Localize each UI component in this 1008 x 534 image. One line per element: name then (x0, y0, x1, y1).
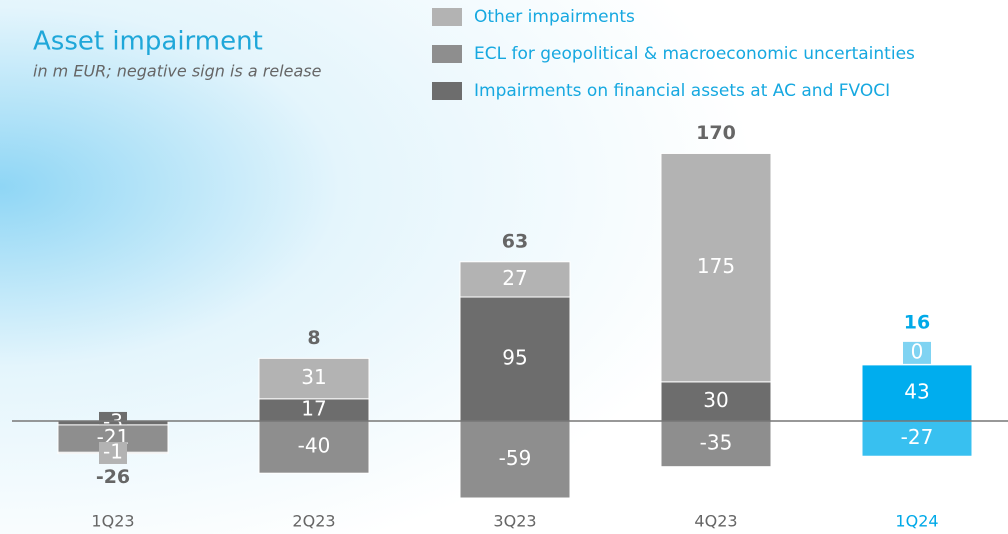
total-label: -26 (96, 466, 130, 488)
x-tick-label: 3Q23 (493, 512, 536, 531)
value-label: -40 (298, 434, 331, 458)
bar-segment (459, 296, 571, 422)
legend-label: ECL for geopolitical & macroeconomic unc… (474, 44, 915, 64)
bar-segment (861, 364, 973, 422)
legend-swatch (432, 82, 462, 100)
value-label: 27 (502, 266, 527, 290)
value-label: 31 (301, 365, 326, 389)
legend-swatch (432, 45, 462, 63)
chart-subtitle: in m EUR; negative sign is a release (33, 62, 322, 81)
bar-segment (660, 420, 772, 468)
value-label: -1 (103, 439, 123, 463)
bar-segment (660, 381, 772, 422)
value-label: 0 (911, 339, 924, 363)
value-label: -35 (700, 430, 733, 454)
total-label: 170 (696, 122, 736, 144)
label-box (903, 341, 931, 364)
x-tick-label: 1Q23 (91, 512, 134, 531)
legend-swatch (432, 8, 462, 26)
legend-label: Other impairments (474, 7, 635, 27)
total-label: 8 (307, 327, 320, 349)
x-tick-label: 4Q23 (694, 512, 737, 531)
value-label: 95 (502, 346, 527, 370)
bar-segment (258, 420, 370, 474)
bar-segment (459, 420, 571, 499)
bar-segment (459, 261, 571, 298)
bar-segment (861, 420, 973, 457)
bar-segment (258, 357, 370, 400)
total-label: 63 (502, 230, 528, 252)
legend-label: Impairments on financial assets at AC an… (474, 81, 890, 101)
value-label: 30 (703, 388, 728, 412)
value-label: 17 (301, 396, 326, 420)
x-tick-label: 2Q23 (292, 512, 335, 531)
bar-segment (660, 152, 772, 383)
value-label: -27 (901, 425, 934, 449)
x-tick-label: 1Q24 (895, 512, 938, 531)
label-box (99, 441, 127, 464)
total-label: 16 (904, 311, 930, 333)
value-label: 175 (697, 254, 735, 278)
chart-title: Asset impairment (33, 27, 263, 57)
value-label: 43 (904, 379, 929, 403)
value-label: -59 (499, 446, 532, 470)
